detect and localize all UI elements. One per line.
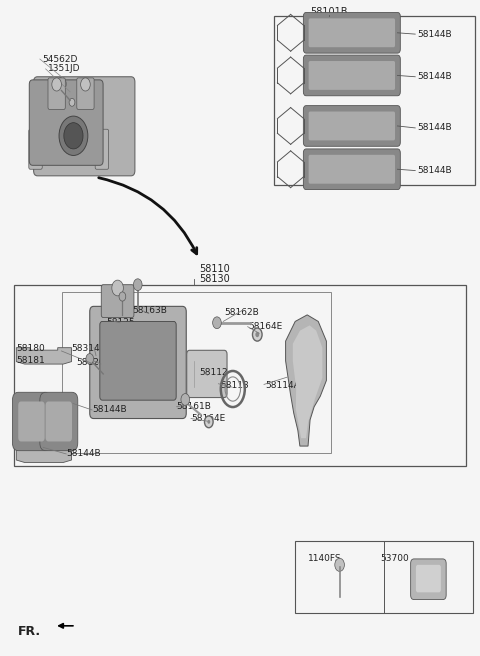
Circle shape xyxy=(213,317,221,329)
Text: 58144B: 58144B xyxy=(418,123,452,133)
FancyBboxPatch shape xyxy=(95,129,108,169)
Polygon shape xyxy=(16,348,72,364)
Text: 58130: 58130 xyxy=(199,274,230,285)
Text: 58180: 58180 xyxy=(16,344,45,354)
Text: 58112: 58112 xyxy=(199,368,228,377)
FancyBboxPatch shape xyxy=(40,392,78,451)
FancyBboxPatch shape xyxy=(46,401,72,441)
FancyBboxPatch shape xyxy=(416,565,441,592)
FancyBboxPatch shape xyxy=(303,149,400,190)
Text: 58144B: 58144B xyxy=(418,166,452,175)
FancyBboxPatch shape xyxy=(303,55,400,96)
Circle shape xyxy=(81,78,90,91)
Text: 58163B: 58163B xyxy=(132,306,167,315)
FancyBboxPatch shape xyxy=(101,285,134,318)
Circle shape xyxy=(86,354,94,364)
FancyBboxPatch shape xyxy=(34,77,135,176)
Text: 58161B: 58161B xyxy=(177,402,212,411)
Text: 58164E: 58164E xyxy=(249,322,283,331)
FancyBboxPatch shape xyxy=(187,350,227,398)
Text: 58314: 58314 xyxy=(71,344,100,354)
FancyBboxPatch shape xyxy=(309,18,395,47)
Circle shape xyxy=(255,332,259,337)
Circle shape xyxy=(112,280,123,296)
Circle shape xyxy=(69,98,75,106)
Text: FR.: FR. xyxy=(18,625,41,638)
Circle shape xyxy=(133,279,142,291)
Text: 58120: 58120 xyxy=(76,358,105,367)
FancyBboxPatch shape xyxy=(309,155,395,184)
Circle shape xyxy=(119,292,126,301)
Text: 54562D: 54562D xyxy=(42,54,78,64)
Text: 1351JD: 1351JD xyxy=(48,64,81,73)
Circle shape xyxy=(64,123,83,149)
FancyBboxPatch shape xyxy=(90,306,186,419)
Circle shape xyxy=(204,416,213,428)
Circle shape xyxy=(57,77,66,91)
FancyBboxPatch shape xyxy=(77,78,94,110)
Text: 58144B: 58144B xyxy=(66,449,101,459)
Text: 58101B: 58101B xyxy=(310,7,348,17)
Circle shape xyxy=(252,328,262,341)
Polygon shape xyxy=(293,325,323,438)
Text: 58144B: 58144B xyxy=(418,30,452,39)
FancyBboxPatch shape xyxy=(309,61,395,90)
Text: 58110: 58110 xyxy=(199,264,230,274)
FancyBboxPatch shape xyxy=(29,129,42,169)
Text: 58125: 58125 xyxy=(107,318,135,327)
Circle shape xyxy=(335,558,345,571)
Circle shape xyxy=(181,394,190,405)
Text: 58114A: 58114A xyxy=(265,380,300,390)
FancyBboxPatch shape xyxy=(29,80,103,165)
FancyBboxPatch shape xyxy=(12,392,50,451)
Polygon shape xyxy=(286,315,326,446)
Circle shape xyxy=(59,116,88,155)
Circle shape xyxy=(207,420,210,424)
Text: 58181: 58181 xyxy=(16,356,45,365)
FancyBboxPatch shape xyxy=(100,321,176,400)
Text: 58144B: 58144B xyxy=(92,405,127,415)
Text: 53700: 53700 xyxy=(380,554,409,564)
Text: 58164E: 58164E xyxy=(191,414,225,423)
FancyBboxPatch shape xyxy=(303,106,400,146)
Text: 58144B: 58144B xyxy=(418,72,452,81)
FancyBboxPatch shape xyxy=(303,12,400,53)
FancyBboxPatch shape xyxy=(48,78,65,110)
Text: 1140FS: 1140FS xyxy=(308,554,342,564)
Text: 58162B: 58162B xyxy=(225,308,259,317)
FancyBboxPatch shape xyxy=(411,559,446,600)
FancyBboxPatch shape xyxy=(309,112,395,140)
Polygon shape xyxy=(16,446,72,462)
Circle shape xyxy=(52,78,61,91)
Text: 58113: 58113 xyxy=(220,380,249,390)
FancyBboxPatch shape xyxy=(18,401,45,441)
